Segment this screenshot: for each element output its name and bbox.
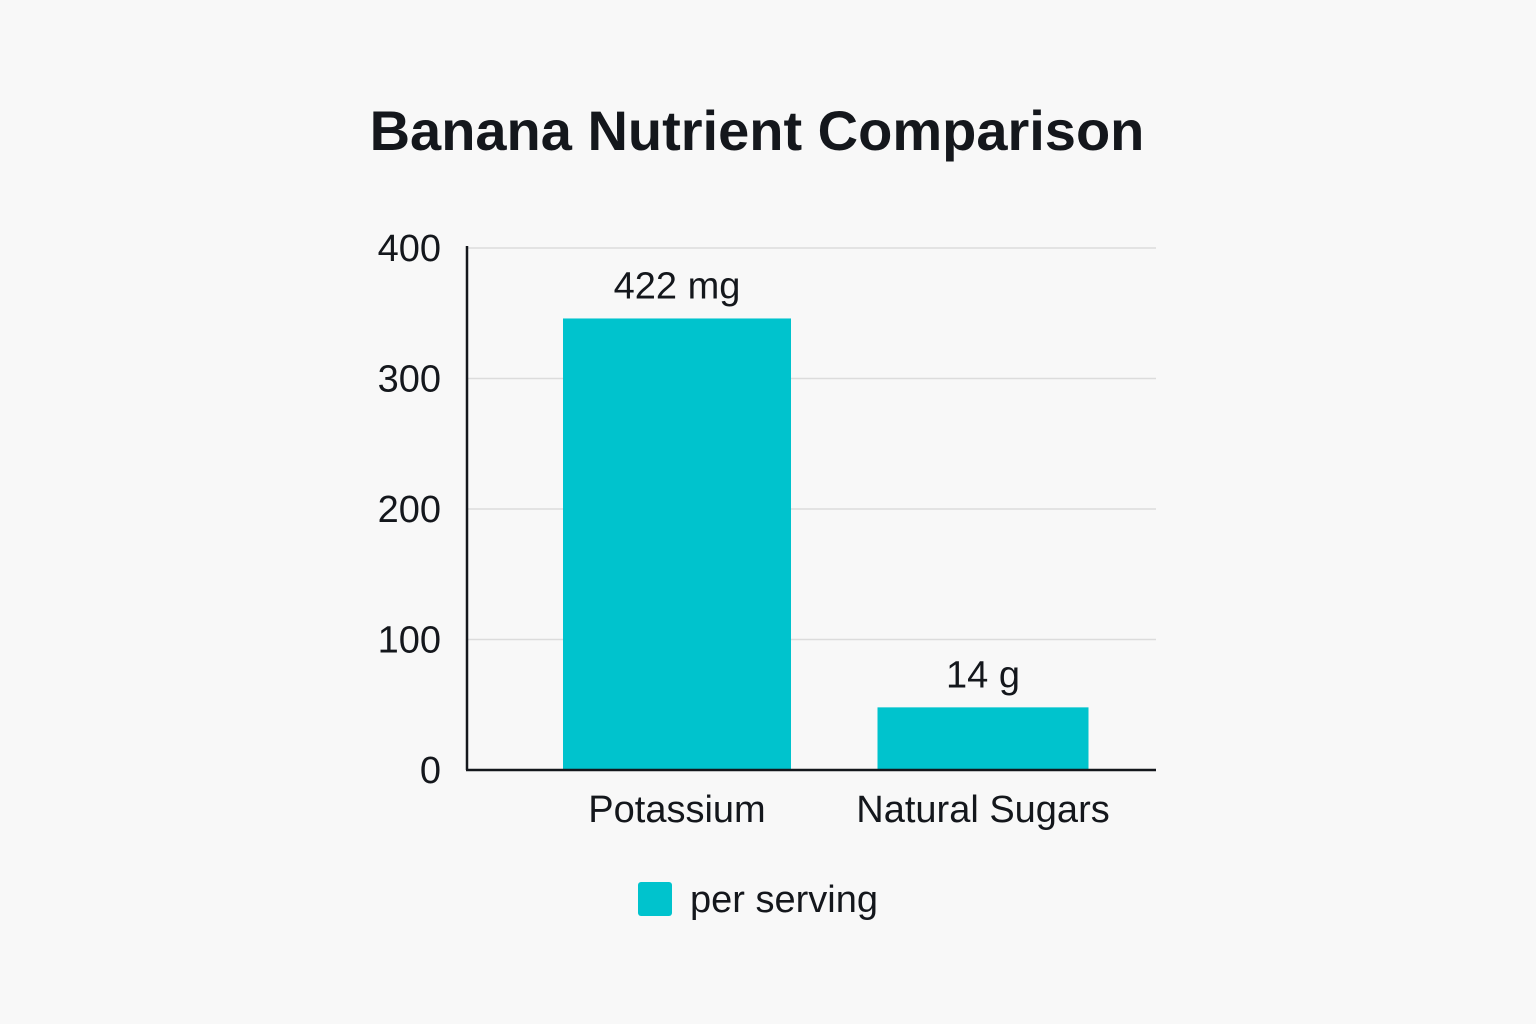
legend-swatch bbox=[638, 882, 672, 916]
bars bbox=[563, 318, 1089, 770]
y-tick-label: 300 bbox=[378, 359, 441, 401]
x-category-label: Natural Sugars bbox=[856, 789, 1109, 831]
x-axis-categories: Potassium Natural Sugars bbox=[588, 789, 1109, 831]
bar-natural-sugars bbox=[877, 707, 1089, 770]
data-labels: 422 mg 14 g bbox=[614, 265, 1020, 696]
legend: per serving bbox=[638, 879, 878, 921]
chart-title: Banana Nutrient Comparison bbox=[370, 99, 1145, 162]
y-tick-label: 400 bbox=[378, 228, 441, 270]
x-category-label: Potassium bbox=[588, 789, 765, 831]
bar-data-label: 422 mg bbox=[614, 265, 741, 307]
y-tick-label: 200 bbox=[378, 489, 441, 531]
y-tick-label: 0 bbox=[420, 750, 441, 792]
axes bbox=[465, 246, 1156, 772]
bar-data-label: 14 g bbox=[946, 654, 1020, 696]
bar-potassium bbox=[563, 318, 791, 770]
legend-label: per serving bbox=[690, 879, 878, 921]
y-tick-label: 100 bbox=[378, 620, 441, 662]
y-axis-ticks: 0 100 200 300 400 bbox=[378, 228, 441, 792]
